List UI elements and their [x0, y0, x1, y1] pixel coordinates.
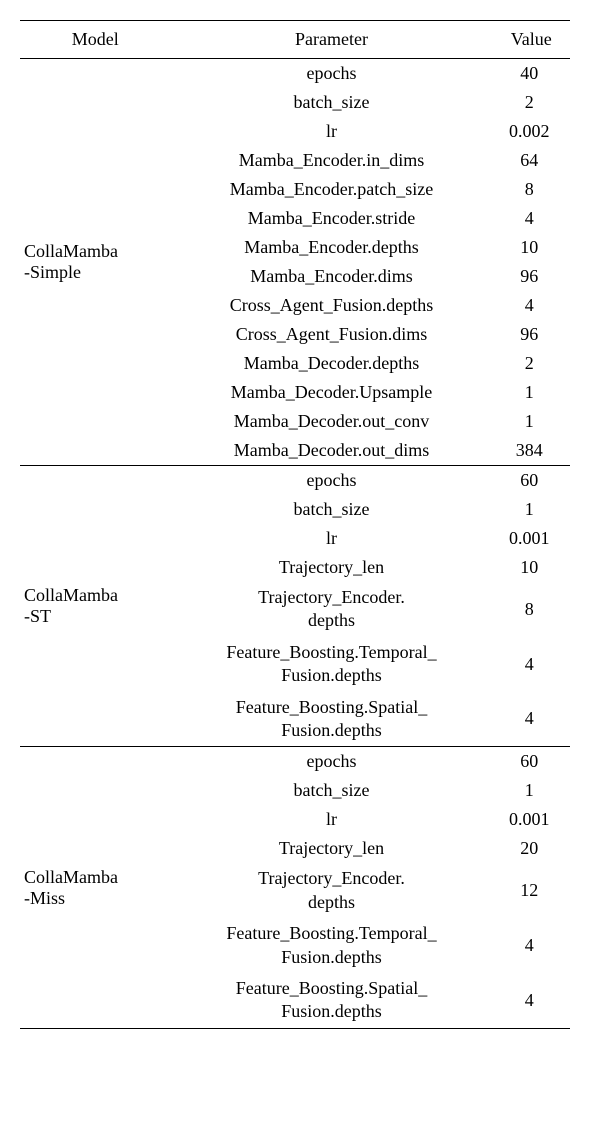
table-row: CollaMamba-STepochs60 [20, 466, 570, 496]
parameter-cell: Mamba_Decoder.depths [171, 349, 493, 378]
parameter-cell: Mamba_Encoder.depths [171, 233, 493, 262]
value-cell: 40 [493, 59, 570, 89]
header-parameter: Parameter [171, 21, 493, 59]
value-cell: 8 [493, 582, 570, 637]
value-cell: 20 [493, 834, 570, 863]
table-row: CollaMamba-Simpleepochs40 [20, 59, 570, 89]
value-cell: 96 [493, 262, 570, 291]
value-cell: 10 [493, 553, 570, 582]
parameter-cell: lr [171, 524, 493, 553]
parameter-cell: Trajectory_Encoder.depths [171, 582, 493, 637]
parameter-cell: epochs [171, 59, 493, 89]
parameter-cell: lr [171, 117, 493, 146]
header-row: Model Parameter Value [20, 21, 570, 59]
model-name: CollaMamba-Miss [20, 747, 171, 1028]
header-value: Value [493, 21, 570, 59]
value-cell: 8 [493, 175, 570, 204]
value-cell: 1 [493, 495, 570, 524]
parameter-cell: Mamba_Decoder.out_conv [171, 407, 493, 436]
value-cell: 2 [493, 349, 570, 378]
parameter-cell: Feature_Boosting.Temporal_Fusion.depths [171, 918, 493, 973]
value-cell: 1 [493, 378, 570, 407]
model-name: CollaMamba-ST [20, 466, 171, 747]
value-cell: 384 [493, 436, 570, 466]
parameter-cell: Cross_Agent_Fusion.depths [171, 291, 493, 320]
value-cell: 10 [493, 233, 570, 262]
value-cell: 4 [493, 291, 570, 320]
parameter-cell: Trajectory_Encoder.depths [171, 863, 493, 918]
value-cell: 2 [493, 88, 570, 117]
model-name: CollaMamba-Simple [20, 59, 171, 466]
parameter-cell: Mamba_Decoder.out_dims [171, 436, 493, 466]
parameter-cell: Feature_Boosting.Spatial_Fusion.depths [171, 692, 493, 747]
parameter-cell: batch_size [171, 495, 493, 524]
value-cell: 4 [493, 692, 570, 747]
parameter-cell: Feature_Boosting.Temporal_Fusion.depths [171, 637, 493, 692]
value-cell: 1 [493, 776, 570, 805]
parameter-cell: epochs [171, 747, 493, 777]
table-row: CollaMamba-Missepochs60 [20, 747, 570, 777]
parameter-cell: Cross_Agent_Fusion.dims [171, 320, 493, 349]
parameter-cell: Mamba_Encoder.in_dims [171, 146, 493, 175]
value-cell: 60 [493, 747, 570, 777]
parameter-cell: lr [171, 805, 493, 834]
parameter-cell: Feature_Boosting.Spatial_Fusion.depths [171, 973, 493, 1028]
parameter-cell: Mamba_Encoder.stride [171, 204, 493, 233]
parameter-cell: Mamba_Encoder.patch_size [171, 175, 493, 204]
value-cell: 0.002 [493, 117, 570, 146]
value-cell: 4 [493, 637, 570, 692]
value-cell: 60 [493, 466, 570, 496]
value-cell: 64 [493, 146, 570, 175]
value-cell: 4 [493, 204, 570, 233]
value-cell: 0.001 [493, 524, 570, 553]
parameter-cell: Trajectory_len [171, 553, 493, 582]
value-cell: 96 [493, 320, 570, 349]
parameter-cell: epochs [171, 466, 493, 496]
parameter-cell: Mamba_Encoder.dims [171, 262, 493, 291]
value-cell: 12 [493, 863, 570, 918]
parameter-cell: batch_size [171, 776, 493, 805]
value-cell: 0.001 [493, 805, 570, 834]
parameter-cell: batch_size [171, 88, 493, 117]
value-cell: 1 [493, 407, 570, 436]
value-cell: 4 [493, 973, 570, 1028]
parameter-cell: Trajectory_len [171, 834, 493, 863]
value-cell: 4 [493, 918, 570, 973]
parameter-cell: Mamba_Decoder.Upsample [171, 378, 493, 407]
hyperparameter-table: Model Parameter Value CollaMamba-Simplee… [20, 20, 570, 1029]
header-model: Model [20, 21, 171, 59]
